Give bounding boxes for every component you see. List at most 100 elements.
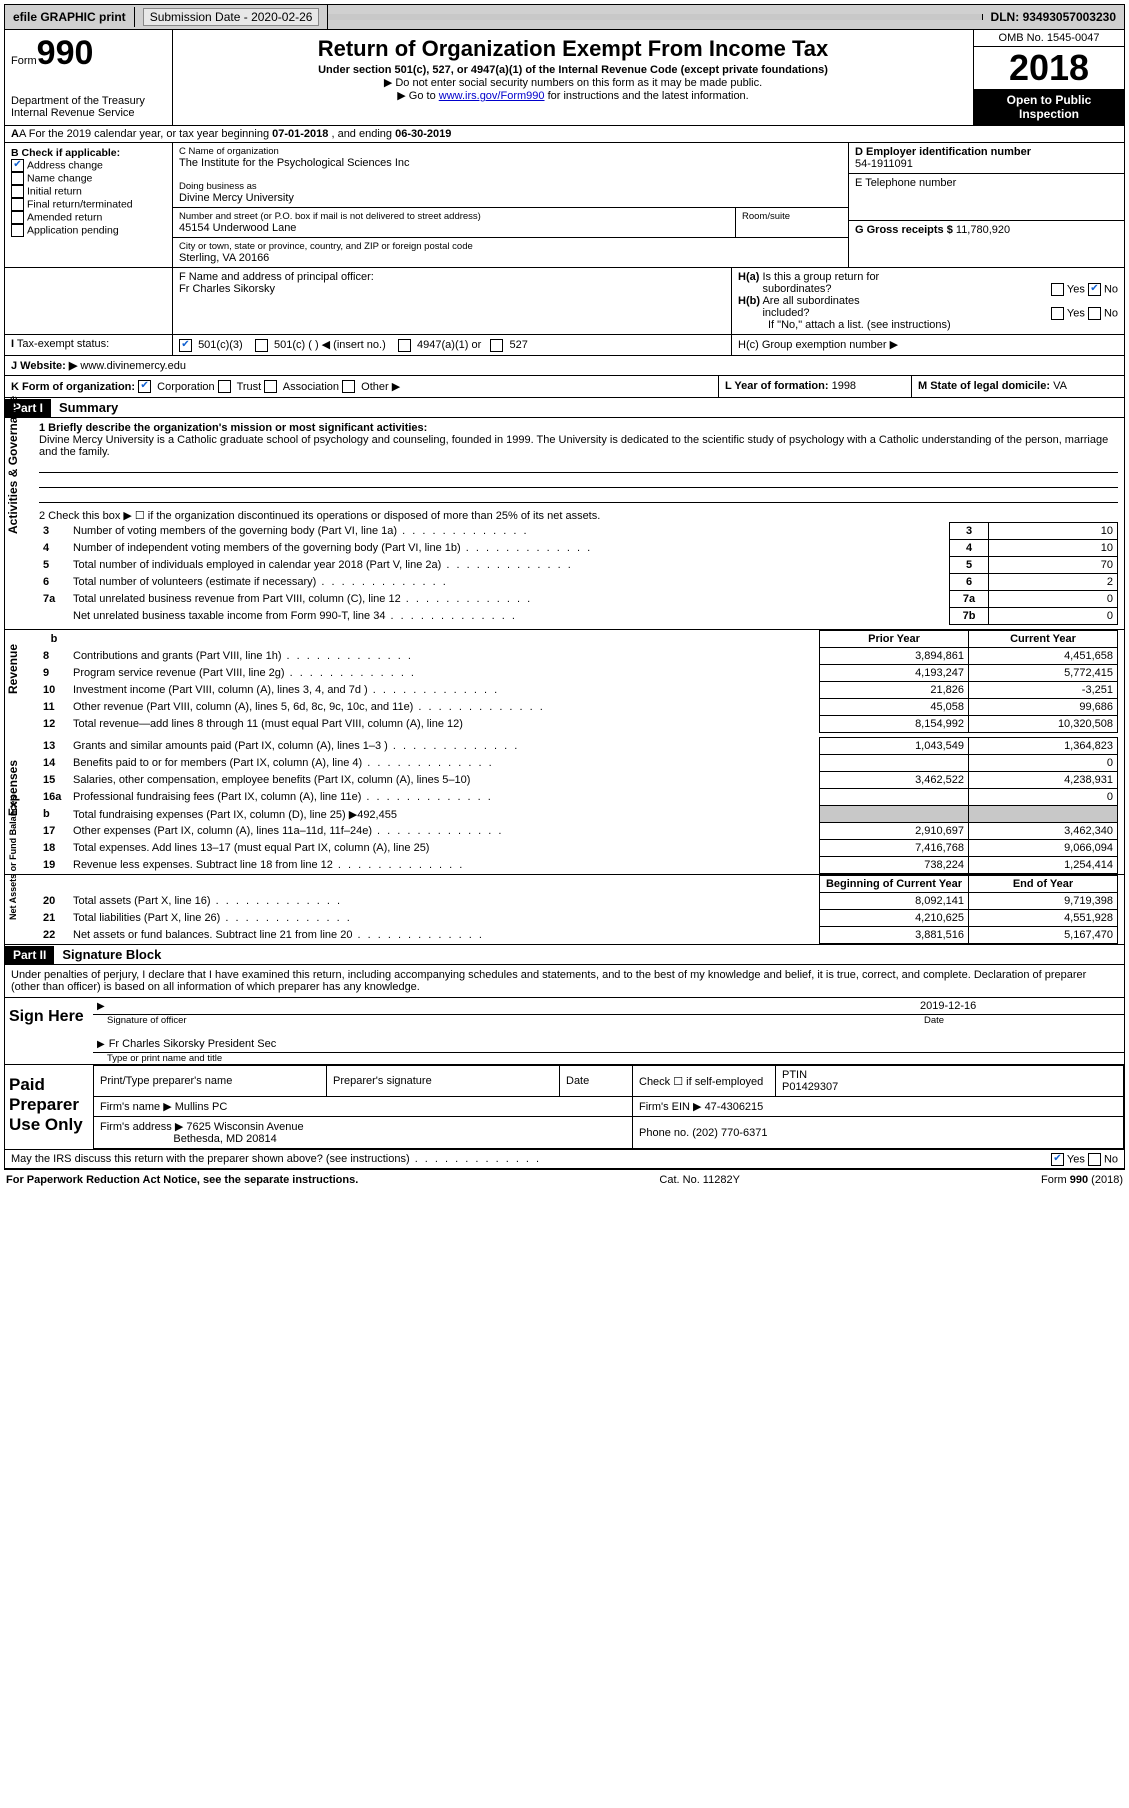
chk-assoc[interactable] xyxy=(264,380,277,393)
form-org-row: K Form of organization: Corporation Trus… xyxy=(4,376,1125,399)
dept-label: Department of the Treasury Internal Reve… xyxy=(11,95,166,119)
chk-501c[interactable] xyxy=(255,339,268,352)
table-row: 21Total liabilities (Part X, line 26)4,2… xyxy=(39,910,1118,927)
chk-initial-return[interactable] xyxy=(11,185,24,198)
table-row: 15Salaries, other compensation, employee… xyxy=(39,772,1118,789)
table-row: 9Program service revenue (Part VIII, lin… xyxy=(39,665,1118,682)
hb-note: If "No," attach a list. (see instruction… xyxy=(738,319,1118,331)
group-exemption: H(c) Group exemption number ▶ xyxy=(732,335,1124,355)
mission-label: 1 Briefly describe the organization's mi… xyxy=(39,422,427,434)
table-row: Net unrelated business taxable income fr… xyxy=(39,608,1118,625)
table-row: 3Number of voting members of the governi… xyxy=(39,523,1118,540)
tax-exempt-row: I Tax-exempt status: 501(c)(3) 501(c) ( … xyxy=(4,335,1125,356)
ag-table: 3Number of voting members of the governi… xyxy=(39,522,1118,625)
part-ii-title: Signature Block xyxy=(54,945,169,964)
table-row: bTotal fundraising expenses (Part IX, co… xyxy=(39,806,1118,823)
net-assets-table: Beginning of Current YearEnd of Year 20T… xyxy=(39,875,1118,944)
chk-501c3[interactable] xyxy=(179,339,192,352)
firm-addr1: 7625 Wisconsin Avenue xyxy=(186,1121,303,1133)
check-applicable: B Check if applicable: Address change Na… xyxy=(5,143,173,267)
part-i-title: Summary xyxy=(51,398,126,417)
year-formation: 1998 xyxy=(832,380,856,392)
chk-ha-yes[interactable] xyxy=(1051,283,1064,296)
tax-year: 2018 xyxy=(974,47,1124,89)
org-name-label: C Name of organization xyxy=(179,146,842,157)
gross-receipts: 11,780,920 xyxy=(956,224,1010,236)
sign-here-label: Sign Here xyxy=(5,998,93,1064)
chk-4947[interactable] xyxy=(398,339,411,352)
chk-discuss-no[interactable] xyxy=(1088,1153,1101,1166)
chk-527[interactable] xyxy=(490,339,503,352)
ein-label: D Employer identification number xyxy=(855,146,1031,158)
table-row: 4Number of independent voting members of… xyxy=(39,540,1118,557)
chk-name-change[interactable] xyxy=(11,172,24,185)
table-row: 8Contributions and grants (Part VIII, li… xyxy=(39,648,1118,665)
efile-label: efile GRAPHIC print xyxy=(5,7,135,27)
city-label: City or town, state or province, country… xyxy=(179,241,842,252)
part-ii-header: Part II xyxy=(5,946,54,964)
chk-address-change[interactable] xyxy=(11,159,24,172)
top-bar: efile GRAPHIC print Submission Date - 20… xyxy=(4,4,1125,30)
officer-signed-name: Fr Charles Sikorsky President Sec xyxy=(97,1038,276,1050)
chk-hb-no[interactable] xyxy=(1088,307,1101,320)
group-return-b: H(b) Are all subordinates included? Yes … xyxy=(738,295,1118,319)
chk-app-pending[interactable] xyxy=(11,224,24,237)
table-row: 16aProfessional fundraising fees (Part I… xyxy=(39,789,1118,806)
sig-name-label: Type or print name and title xyxy=(93,1053,1124,1064)
part-ii: Part II Signature Block Under penalties … xyxy=(4,945,1125,1169)
topbar-spacer xyxy=(328,14,982,20)
firm-phone: (202) 770-6371 xyxy=(692,1127,767,1139)
prep-name-label: Print/Type preparer's name xyxy=(94,1066,327,1097)
sign-here-block: Sign Here 2019-12-16 Signature of office… xyxy=(5,997,1124,1064)
chk-trust[interactable] xyxy=(218,380,231,393)
firm-name: Mullins PC xyxy=(175,1101,228,1113)
table-row: 14Benefits paid to or for members (Part … xyxy=(39,755,1118,772)
revenue-section: Revenue bPrior YearCurrent Year 8Contrib… xyxy=(5,630,1124,737)
paid-preparer-block: Paid Preparer Use Only Print/Type prepar… xyxy=(5,1064,1124,1149)
table-row: 22Net assets or fund balances. Subtract … xyxy=(39,927,1118,944)
table-row: 7aTotal unrelated business revenue from … xyxy=(39,591,1118,608)
tax-year-row: AA For the 2019 calendar year, or tax ye… xyxy=(4,126,1125,143)
discuss-row: May the IRS discuss this return with the… xyxy=(5,1149,1124,1168)
activities-governance: Activities & Governance 1 Briefly descri… xyxy=(5,418,1124,630)
ptin: P01429307 xyxy=(782,1081,838,1093)
submission-date: Submission Date - 2020-02-26 xyxy=(135,5,329,29)
city: Sterling, VA 20166 xyxy=(179,252,842,264)
expenses-section: Expenses 13Grants and similar amounts pa… xyxy=(5,737,1124,875)
irs-link[interactable]: www.irs.gov/Form990 xyxy=(439,90,545,102)
street: 45154 Underwood Lane xyxy=(179,222,729,234)
table-row: 13Grants and similar amounts paid (Part … xyxy=(39,738,1118,755)
gross-label: G Gross receipts $ xyxy=(855,224,953,236)
sig-date: 2019-12-16 xyxy=(920,1000,1120,1012)
street-label: Number and street (or P.O. box if mail i… xyxy=(179,211,729,222)
page-footer: For Paperwork Reduction Act Notice, see … xyxy=(4,1169,1125,1190)
chk-final-return[interactable] xyxy=(11,198,24,211)
revenue-table: bPrior YearCurrent Year 8Contributions a… xyxy=(39,630,1118,733)
chk-corp[interactable] xyxy=(138,380,151,393)
form-header: Form990 Department of the Treasury Inter… xyxy=(4,30,1125,126)
officer-name: Fr Charles Sikorsky xyxy=(179,283,725,295)
vlabel-ag: Activities & Governance xyxy=(6,514,20,534)
chk-discuss-yes[interactable] xyxy=(1051,1153,1064,1166)
table-row: 11Other revenue (Part VIII, column (A), … xyxy=(39,699,1118,716)
chk-ha-no[interactable] xyxy=(1088,283,1101,296)
table-row: 6Total number of volunteers (estimate if… xyxy=(39,574,1118,591)
open-inspection: Open to Public Inspection xyxy=(974,89,1124,125)
footer-right: Form 990 (2018) xyxy=(1041,1174,1123,1186)
table-row: 10Investment income (Part VIII, column (… xyxy=(39,682,1118,699)
chk-hb-yes[interactable] xyxy=(1051,307,1064,320)
table-row: 12Total revenue—add lines 8 through 11 (… xyxy=(39,716,1118,733)
tel-label: E Telephone number xyxy=(855,177,1118,189)
group-return-a: H(a) Is this a group return for subordin… xyxy=(738,271,1118,295)
chk-amended[interactable] xyxy=(11,211,24,224)
ein-block: D Employer identification number 54-1911… xyxy=(848,143,1124,267)
footer-left: For Paperwork Reduction Act Notice, see … xyxy=(6,1174,358,1186)
goto-note: ▶ Go to www.irs.gov/Form990 for instruct… xyxy=(179,89,967,102)
room-label: Room/suite xyxy=(742,211,842,222)
net-assets-section: Net Assets or Fund Balances Beginning of… xyxy=(5,875,1124,944)
chk-other[interactable] xyxy=(342,380,355,393)
prep-sig-label: Preparer's signature xyxy=(327,1066,560,1097)
dba-label: Doing business as xyxy=(179,181,842,192)
dln: DLN: 93493057003230 xyxy=(983,7,1124,27)
table-row: 20Total assets (Part X, line 16)8,092,14… xyxy=(39,893,1118,910)
